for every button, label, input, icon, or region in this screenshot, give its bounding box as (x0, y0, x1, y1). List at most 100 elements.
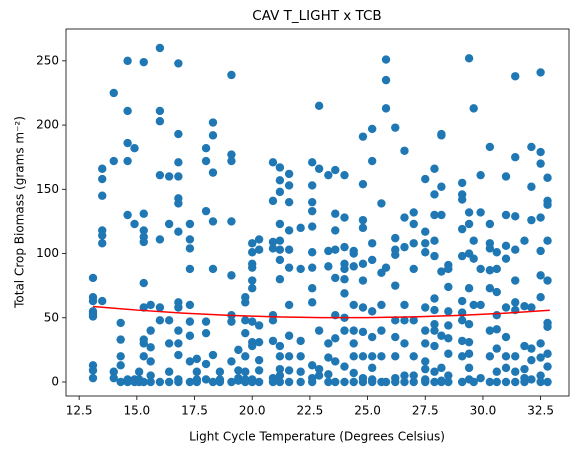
scatter-point (340, 170, 349, 180)
scatter-point (543, 377, 552, 387)
scatter-point (201, 156, 211, 166)
y-tick-label: 150 (36, 182, 59, 196)
scatter-point (284, 226, 294, 235)
scatter-point (421, 303, 430, 312)
scatter-point (527, 215, 536, 225)
y-axis-label: Total Crop Biomass (grams m⁻²) (13, 116, 27, 309)
scatter-point (457, 224, 467, 234)
scatter-point (254, 355, 264, 365)
scatter-point (511, 298, 520, 307)
scatter-point (527, 344, 536, 353)
scatter-point (527, 142, 536, 152)
scatter-point (139, 209, 148, 218)
scatter-point (324, 262, 333, 271)
scatter-point (201, 375, 211, 384)
x-tick-label: 30.0 (470, 404, 497, 418)
scatter-point (164, 367, 174, 376)
scatter-point (444, 282, 453, 292)
scatter-point (331, 377, 340, 387)
scatter-point (457, 377, 467, 387)
scatter-point (501, 241, 511, 251)
scatter-point (464, 363, 474, 373)
scatter-point (476, 170, 485, 180)
scatter-point (98, 174, 107, 184)
scatter-point (391, 316, 400, 325)
fit-line (92, 305, 550, 319)
scatter-point (174, 59, 183, 68)
scatter-point (109, 88, 118, 98)
scatter-point (501, 172, 511, 181)
scatter-point (234, 366, 243, 375)
scatter-point (331, 226, 340, 235)
scatter-point (324, 353, 333, 362)
scatter-point (146, 377, 155, 387)
scatter-point (430, 236, 439, 245)
scatter-point (88, 309, 98, 319)
scatter-point (201, 317, 211, 326)
scatter-point (400, 146, 409, 155)
scatter-point (324, 377, 333, 387)
scatter-point (146, 343, 155, 352)
scatter-point (275, 371, 285, 380)
scatter-point (421, 377, 430, 387)
scatter-point (409, 377, 418, 387)
scatter-point (391, 352, 400, 361)
scatter-point (464, 337, 474, 347)
scatter-point (130, 219, 139, 229)
scatter-point (155, 377, 165, 387)
scatter-point (444, 371, 453, 380)
scatter-point (457, 352, 467, 361)
scatter-point (275, 163, 285, 172)
scatter-point (492, 311, 501, 320)
scatter-point (430, 210, 439, 220)
scatter-point (248, 263, 257, 272)
scatter-point (485, 266, 495, 275)
scatter-point (543, 322, 552, 331)
scatter-point (400, 377, 409, 387)
scatter-point (536, 68, 545, 77)
scatter-point (284, 245, 294, 254)
scatter-point (367, 156, 377, 166)
scatter-point (185, 377, 195, 387)
scatter-point (227, 217, 236, 226)
scatter-point (421, 357, 430, 366)
scatter-point (501, 377, 511, 387)
scatter-point (391, 281, 400, 290)
scatter-point (501, 303, 511, 312)
scatter-point (268, 244, 278, 253)
scatter-point (139, 377, 148, 387)
scatter-point (543, 276, 552, 285)
scatter-point (457, 251, 467, 261)
scatter-point (457, 336, 467, 346)
scatter-point (139, 352, 148, 361)
scatter-point (307, 222, 317, 231)
scatter-point (501, 352, 511, 361)
scatter-point (174, 129, 183, 139)
scatter-point (275, 245, 285, 254)
scatter-point (469, 104, 478, 113)
scatter-point (248, 248, 257, 257)
scatter-point (444, 377, 453, 387)
scatter-point (464, 319, 474, 329)
scatter-point (324, 339, 333, 348)
scatter-point (174, 350, 183, 360)
scatter-point (430, 377, 439, 387)
scatter-point (174, 227, 183, 236)
x-axis-label: Light Cycle Temperature (Degrees Celsius… (189, 430, 445, 444)
scatter-point (430, 190, 439, 199)
scatter-point (511, 72, 520, 81)
scatter-point (543, 200, 552, 209)
scatter-point (377, 326, 386, 335)
scatter-point (254, 366, 264, 375)
scatter-point (98, 231, 107, 240)
scatter-point (511, 352, 520, 361)
scatter-point (340, 326, 349, 335)
scatter-point (421, 248, 430, 257)
scatter-point (358, 223, 368, 233)
scatter-point (241, 367, 250, 376)
x-tick-label: 17.5 (181, 404, 208, 418)
scatter-point (340, 289, 349, 298)
scatter-point (400, 339, 409, 348)
scatter-point (377, 199, 386, 208)
